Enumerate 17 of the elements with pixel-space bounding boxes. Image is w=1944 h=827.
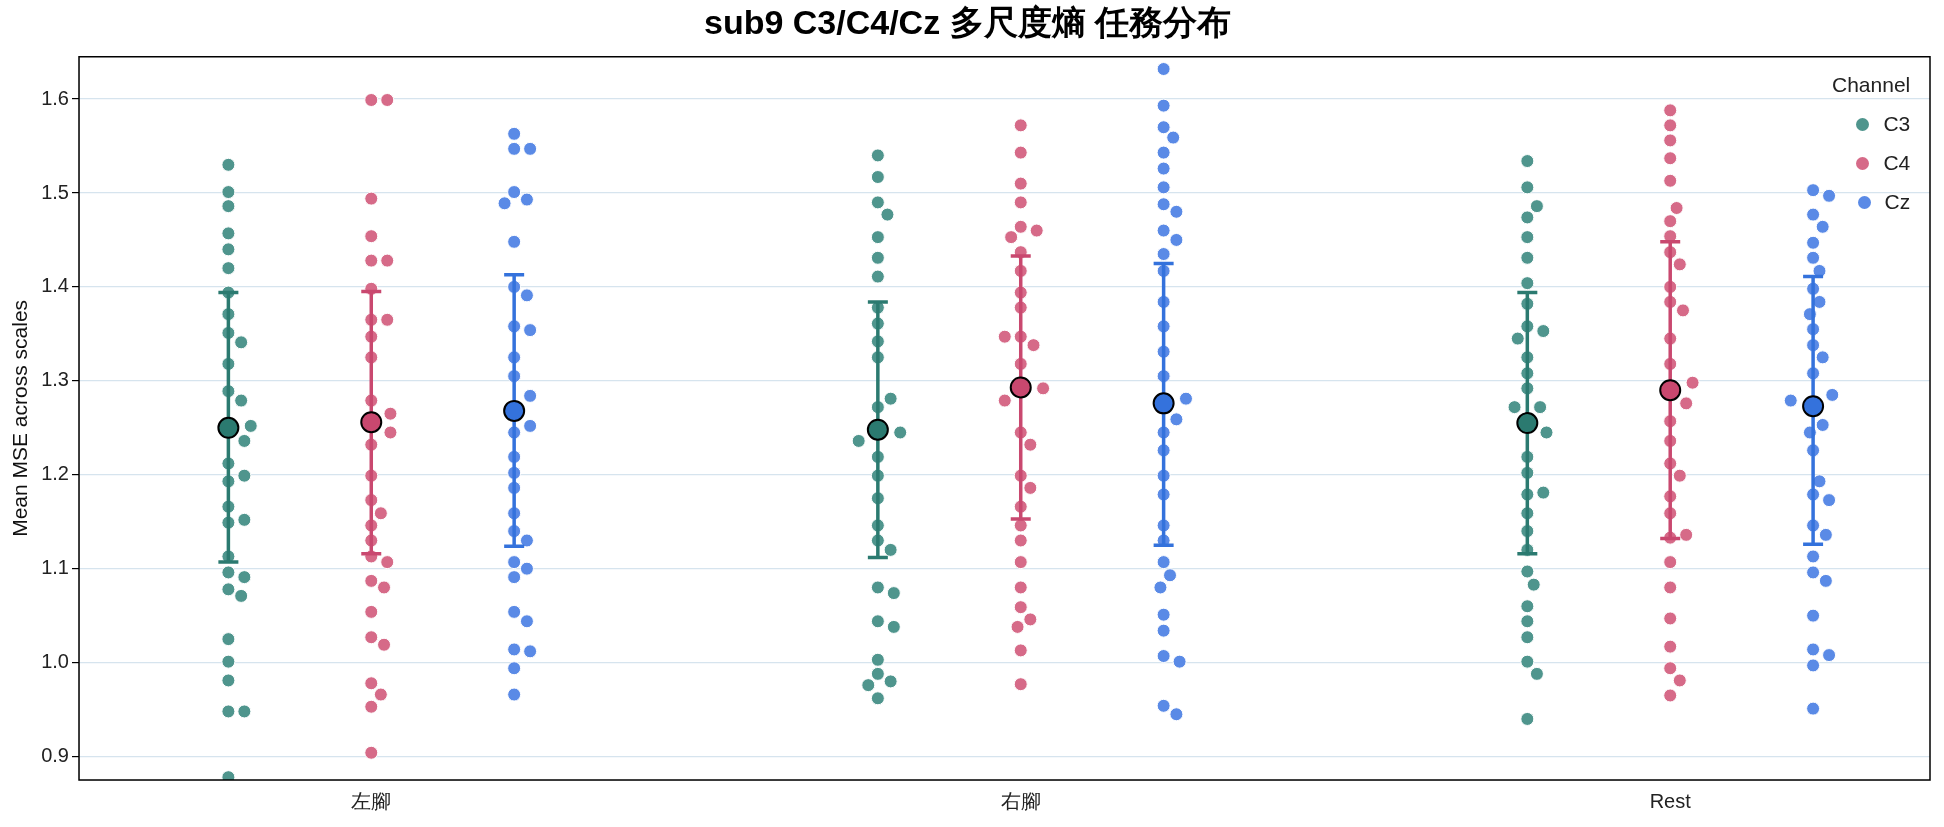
y-tick-label: 1.1: [41, 556, 69, 579]
y-tick-label: 1.4: [41, 274, 69, 297]
x-tick-label: 右腳: [1000, 789, 1041, 812]
y-tick-label: 1.6: [41, 86, 69, 109]
y-tick-label: 1.0: [41, 650, 69, 673]
x-tick-label: Rest: [1649, 789, 1692, 812]
x-tick-label: 左腳: [351, 789, 392, 812]
legend-label: C3: [1883, 112, 1911, 137]
y-axis-title: Mean MSE across scales: [8, 299, 32, 537]
y-tick-label: 1.3: [41, 368, 69, 391]
legend-title: Channel: [1832, 72, 1911, 97]
y-tick-label: 1.5: [41, 180, 69, 203]
legend-label: Cz: [1884, 190, 1911, 215]
legend-label: C4: [1883, 151, 1911, 176]
chart-title: sub9 C3/C4/Cz 多尺度熵 任務分布: [703, 2, 1232, 41]
y-tick-label: 1.2: [41, 462, 69, 485]
y-tick-label: 0.9: [41, 744, 69, 767]
